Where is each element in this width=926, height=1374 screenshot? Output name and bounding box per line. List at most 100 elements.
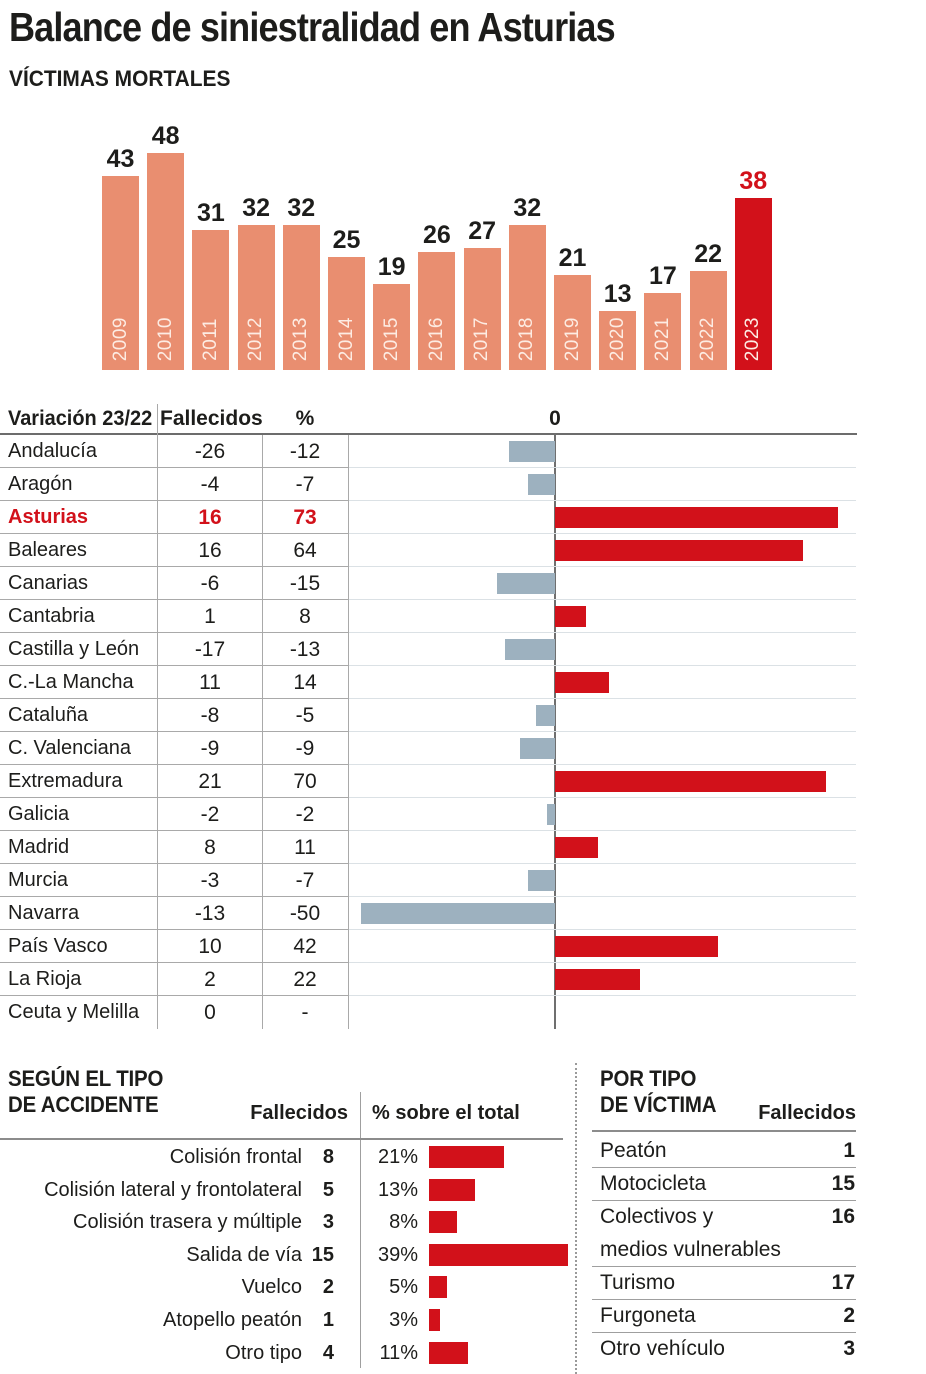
accident-fallecidos: 3 [322,1211,334,1234]
page-title: Balance de siniestralidad en Asturias [9,4,616,50]
region-fallecidos: 21 [198,770,222,793]
variation-row: Ceuta y Melilla 0 - [0,996,926,1029]
region-fallecidos: -4 [200,473,220,496]
variation-row: Navarra -13 -50 [0,897,926,930]
year-bar: 2013 [282,225,320,370]
year-bar-group: 2022 22 [689,120,727,370]
row-divider-chart [349,830,856,831]
year-bar-value: 38 [739,167,768,196]
accident-pct-bar [429,1309,440,1331]
victim-type-label: Motocicleta [600,1172,707,1195]
region-pct: -7 [295,869,315,892]
row-divider [0,533,348,534]
row-divider-chart [349,929,856,930]
accident-pct: 11% [379,1341,418,1364]
victim-type-label: Furgoneta [600,1304,696,1327]
region-name: Canarias [8,572,89,594]
victim-row: Peatón 1 [592,1134,856,1168]
row-divider-chart [349,665,856,666]
year-bar-label: 2010 [154,316,176,361]
annual-deaths-bar-chart: 2009 43 2010 48 2011 31 2012 32 2013 32 2014 25 2015… [0,120,926,370]
year-bar-label: 2017 [471,316,493,361]
region-fallecidos: 8 [204,836,216,859]
accident-fallecidos: 15 [311,1243,334,1266]
column-divider [348,435,349,1029]
year-bar-value: 26 [422,221,451,250]
year-bar-value: 13 [603,280,632,309]
region-pct: -7 [295,473,315,496]
region-name: Madrid [8,836,70,858]
region-pct: -9 [295,737,315,760]
row-divider-chart [349,797,856,798]
region-pct: -2 [295,803,315,826]
year-bar-group: 2019 21 [554,120,591,370]
accident-type-label: Colisión frontal [169,1146,302,1168]
region-pct: 70 [293,770,317,793]
axis-zero-label: 0 [549,407,561,430]
region-name: Castilla y León [8,638,140,660]
year-bar-label: 2015 [380,316,402,361]
region-pct: 22 [293,968,317,991]
victim-section-title-line2: DE VÍCTIMA [600,1092,717,1117]
row-divider-chart [349,995,856,996]
victim-fallecidos: 3 [843,1337,855,1360]
accident-pct: 39% [377,1243,418,1266]
negative-variation-bar [508,441,555,462]
negative-variation-bar [496,573,555,594]
row-divider [0,632,348,633]
victim-row: Turismo 17 [592,1266,856,1300]
accident-pct-bar [429,1243,568,1266]
region-fallecidos: -17 [194,638,226,661]
row-divider-chart [349,962,856,963]
accident-type-label: Vuelco [241,1276,302,1299]
variation-row: Murcia -3 -7 [0,864,926,897]
section-divider-dotted [575,1063,577,1374]
year-bar-value: 22 [694,239,722,268]
region-fallecidos: 16 [198,539,222,562]
accident-row: Atopello peatón 1 3% [0,1304,576,1337]
year-bar: 2010 [147,153,185,370]
year-bar-value: 32 [513,194,542,223]
year-bar: 2019 [554,275,591,370]
row-divider [0,467,348,468]
row-divider-chart [349,599,856,600]
year-bar-group: 2013 32 [282,120,320,370]
victim-section-title-line1: POR TIPO [600,1066,697,1091]
year-bar-label: 2020 [606,316,628,361]
negative-variation-bar [504,639,555,660]
region-fallecidos: 0 [204,1001,216,1024]
variation-row: Andalucía -26 -12 [0,435,926,468]
year-bar-label: 2022 [697,316,719,361]
region-pct: 73 [293,506,317,529]
accident-fallecidos: 2 [322,1276,334,1299]
positive-variation-bar [555,969,641,990]
header-rule [0,433,857,435]
region-name: La Rioja [8,968,82,990]
year-bar-value: 27 [468,216,496,245]
negative-variation-bar [361,903,555,924]
victim-fallecidos: 2 [843,1304,855,1327]
accident-pct: 3% [389,1309,418,1331]
accident-header-fallecidos: Fallecidos [250,1102,348,1124]
region-fallecidos: -8 [200,704,220,727]
year-bar: 2009 [102,175,139,370]
row-divider [0,995,348,996]
accident-type-label: Salida de vía [186,1243,302,1266]
accident-pct-bar [429,1341,469,1364]
row-divider-chart [349,896,856,897]
region-fallecidos: 2 [204,968,216,991]
accident-fallecidos: 8 [322,1146,334,1168]
region-pct: -50 [289,902,321,925]
year-bar-label: 2018 [516,316,538,361]
year-bar-group: 2012 32 [237,120,275,370]
variation-row: Extremadura 21 70 [0,765,926,798]
row-divider [0,929,348,930]
year-bar: 2022 [689,270,727,370]
region-pct: 11 [294,836,316,859]
region-fallecidos: -3 [200,869,220,892]
victim-row: Colectivos y medios vulnerables 16 [592,1200,856,1267]
row-divider [0,830,348,831]
row-divider [0,698,348,699]
year-bar-value: 17 [648,262,677,291]
year-bar-value: 25 [332,226,361,254]
